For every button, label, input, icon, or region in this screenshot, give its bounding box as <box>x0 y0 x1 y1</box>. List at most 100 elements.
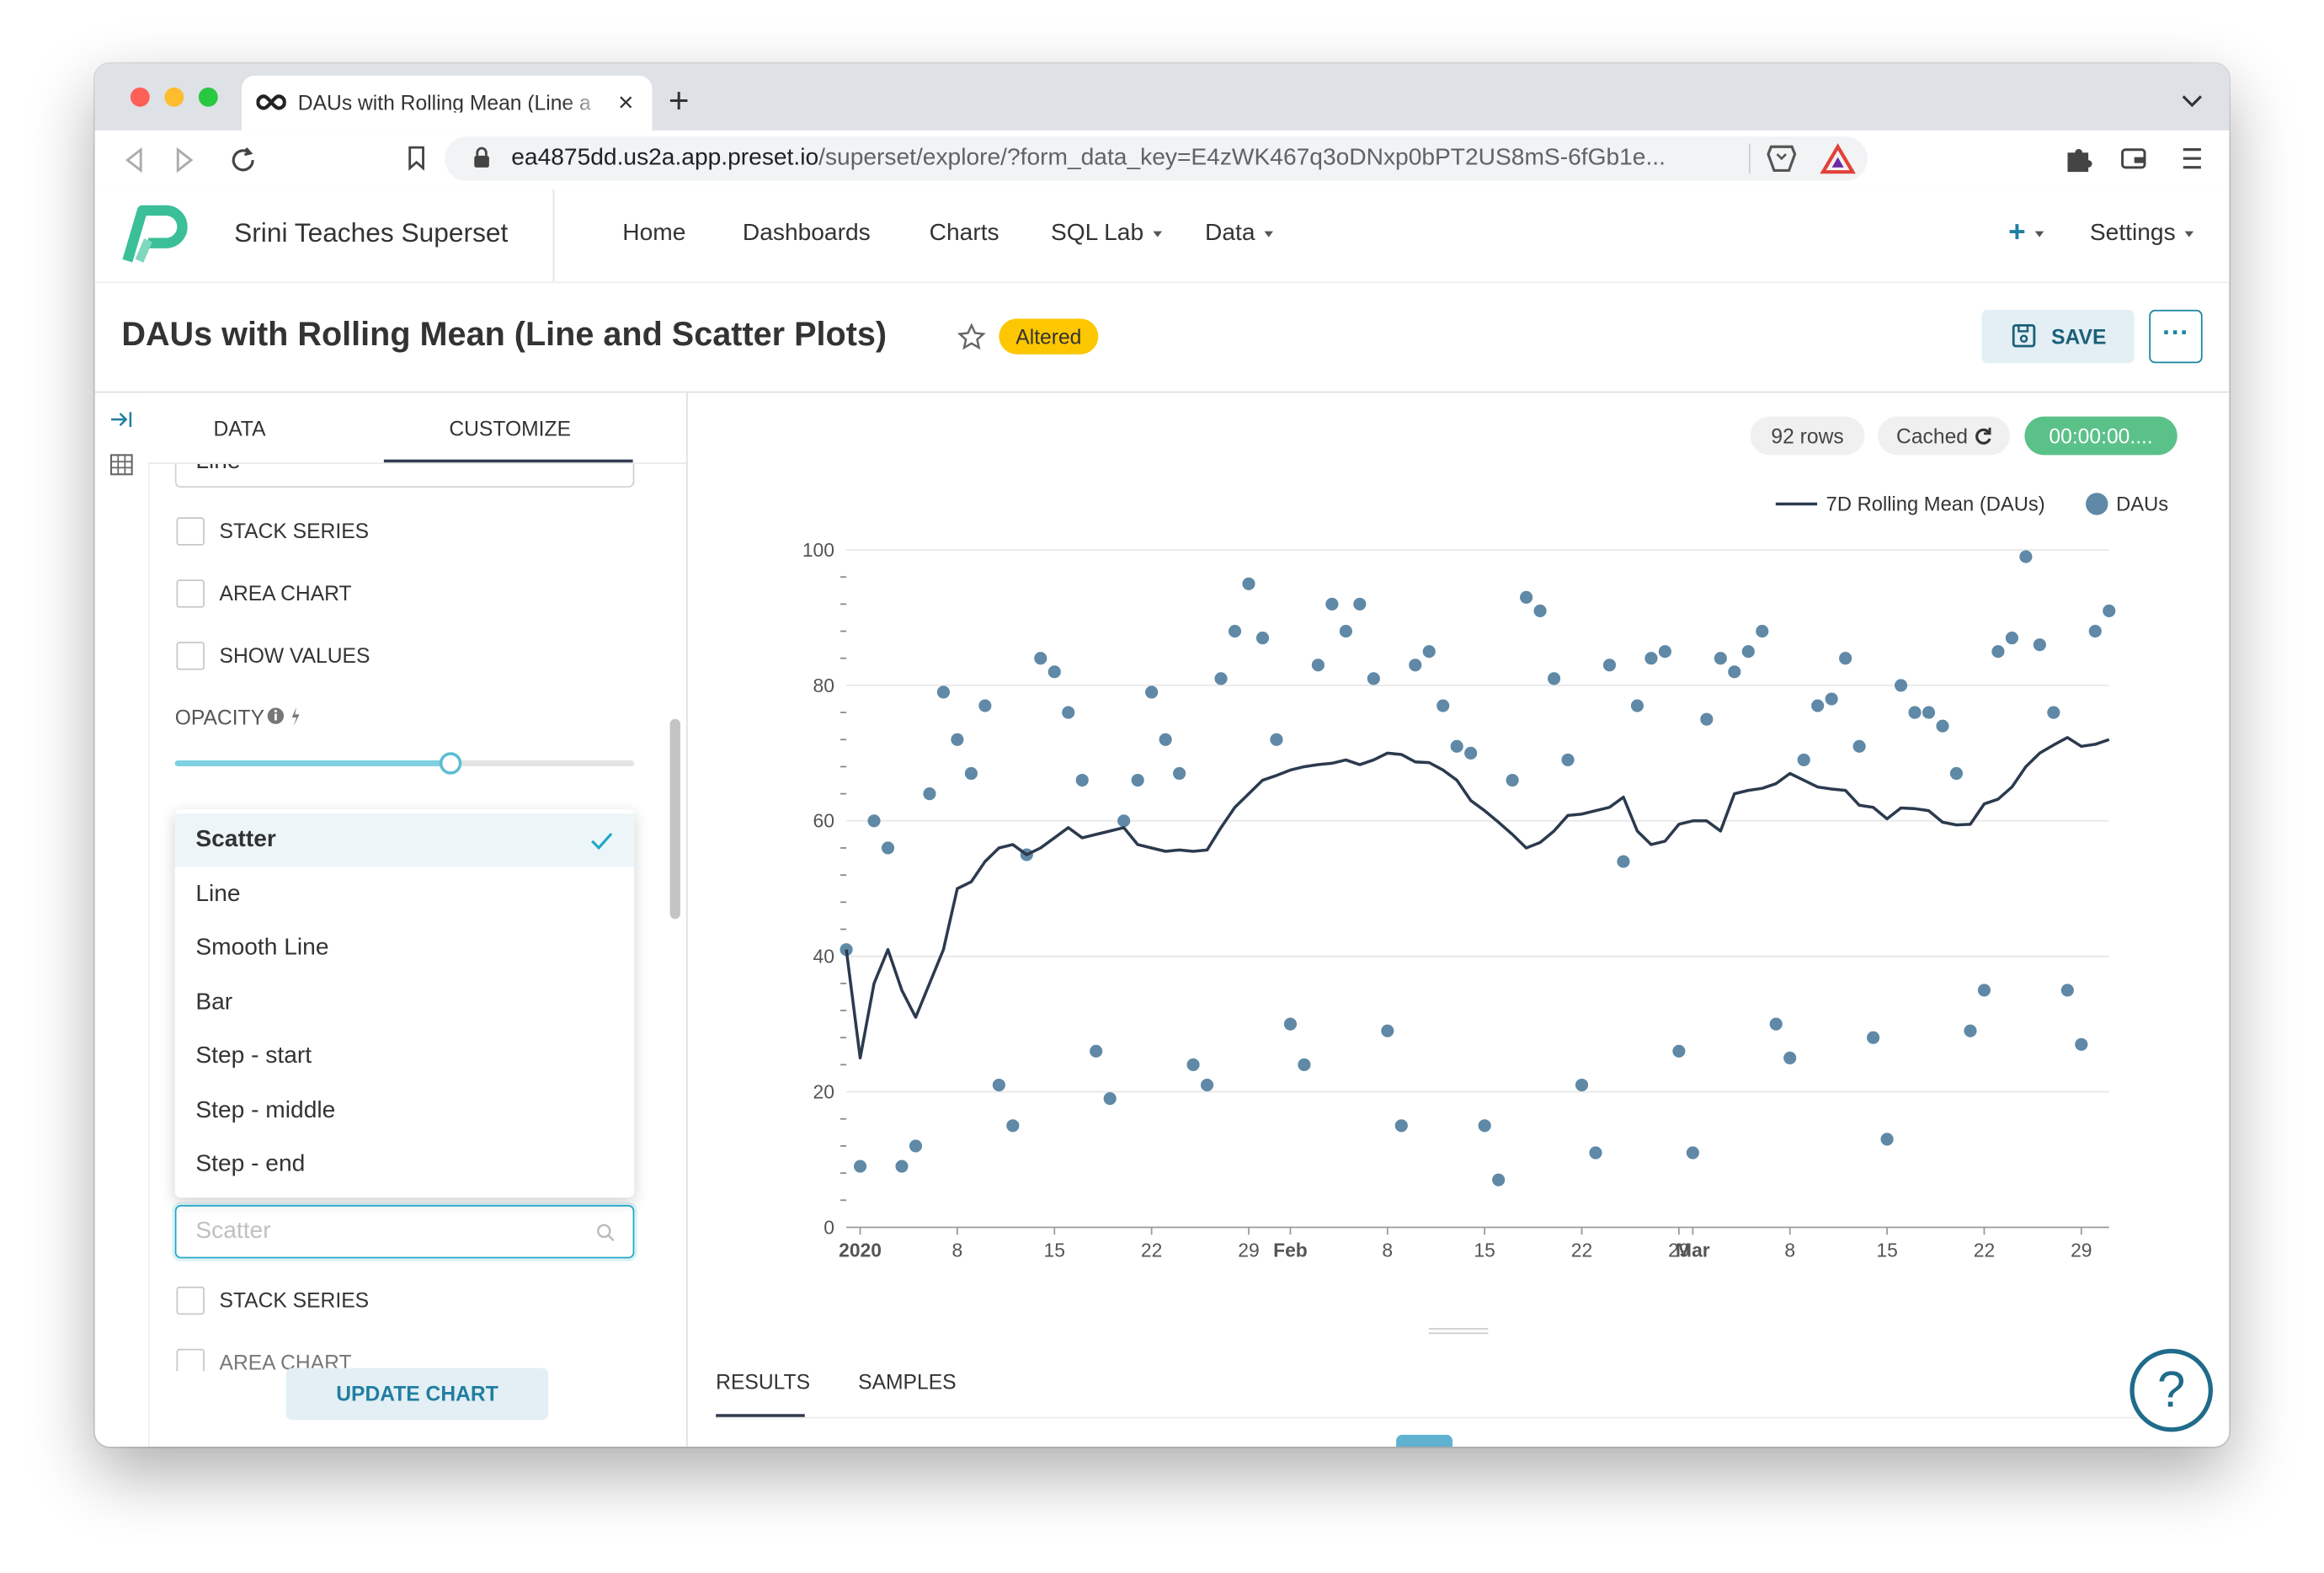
settings-menu[interactable]: Settings <box>2089 221 2193 247</box>
nav-item[interactable]: Charts <box>929 221 999 247</box>
scatter-point <box>951 733 964 746</box>
maximize-window[interactable] <box>198 87 218 107</box>
panel-tabs <box>148 392 686 464</box>
scatter-point <box>1630 699 1644 712</box>
option-label: Smooth Line <box>195 935 329 961</box>
x-tick-label: 8 <box>1382 1240 1393 1261</box>
cached-badge[interactable]: Cached <box>1878 416 2010 456</box>
checkbox[interactable] <box>176 642 205 670</box>
nav-buttons[interactable] <box>119 145 267 174</box>
panel-tab[interactable]: DATA <box>213 416 266 440</box>
new-menu[interactable]: + <box>2008 218 2044 248</box>
app-header <box>94 189 2230 284</box>
resize-handle[interactable] <box>1428 1328 1489 1330</box>
scatter-point <box>909 1139 923 1153</box>
new-tab[interactable]: + <box>668 81 690 122</box>
app-logo[interactable] <box>121 205 192 264</box>
url-host: ea4875dd.us2a.app.preset.io <box>511 147 819 171</box>
scatter-point <box>1658 645 1671 659</box>
scroll-nub[interactable] <box>1396 1434 1452 1447</box>
cached-label: Cached <box>1896 424 1969 448</box>
checkbox[interactable] <box>176 1286 205 1315</box>
scatter-point <box>1644 652 1658 665</box>
checkbox[interactable] <box>176 1348 205 1372</box>
help-button[interactable]: ? <box>2129 1348 2213 1432</box>
scatter-point <box>1367 672 1380 685</box>
panel-tab[interactable]: CUSTOMIZE <box>449 416 572 440</box>
checkbox[interactable] <box>176 579 205 608</box>
save-button[interactable] <box>1981 309 2135 364</box>
active-tab-indicator <box>716 1414 805 1419</box>
rail-icons[interactable] <box>109 409 133 480</box>
x-tick-label: 8 <box>1784 1240 1795 1261</box>
browser-actions[interactable] <box>2065 144 2207 173</box>
scatter-point <box>2047 706 2060 719</box>
separator <box>1749 143 1751 173</box>
scatter-point <box>1062 706 1075 719</box>
scatter-point <box>1437 699 1450 712</box>
y-tick-label: 0 <box>824 1216 834 1238</box>
dropdown-option[interactable]: Line <box>175 868 635 921</box>
save-label: SAVE <box>2051 324 2107 349</box>
samples-tab[interactable]: SAMPLES <box>858 1369 957 1394</box>
update-chart-button[interactable]: UPDATE CHART <box>285 1368 549 1421</box>
nav-label: Data <box>1205 221 1255 247</box>
nav-item[interactable]: Data <box>1205 221 1273 247</box>
tab-title: DAUs with Rolling Mean (Line a <box>297 92 591 113</box>
dropdown-option[interactable]: Step - middle <box>175 1085 635 1138</box>
chart-title[interactable]: DAUs with Rolling Mean (Line and Scatter… <box>121 315 887 353</box>
opacity-slider[interactable] <box>163 749 653 781</box>
scatter-point <box>964 766 978 781</box>
select-value: Line <box>195 462 240 474</box>
nav-item[interactable]: Dashboards <box>742 221 871 247</box>
scatter-point <box>881 841 895 855</box>
dropdown-option[interactable]: Scatter <box>174 813 635 867</box>
bookmark-icon[interactable] <box>408 145 425 171</box>
nav-item[interactable]: SQL Lab <box>1051 221 1161 246</box>
scatter-point <box>1686 1146 1699 1160</box>
scatter-point <box>1283 1017 1298 1031</box>
nav-item[interactable]: Home <box>622 221 686 247</box>
dropdown-option[interactable]: Smooth Line <box>175 922 635 975</box>
select-placeholder: Scatter <box>195 1218 271 1244</box>
scatter-point <box>1450 739 1463 753</box>
scatter-point <box>1103 1092 1117 1106</box>
checkbox[interactable] <box>176 517 205 546</box>
address-bar[interactable] <box>445 136 1868 181</box>
scatter-point <box>1034 652 1047 665</box>
option-label: Bar <box>195 989 233 1016</box>
x-tick-label: 15 <box>1044 1240 1065 1261</box>
scatter-point <box>2005 632 2018 645</box>
series-type-select[interactable] <box>174 1205 635 1259</box>
scatter-point <box>1075 773 1089 787</box>
scatter-point <box>1922 706 1936 719</box>
x-tick-label: Mar <box>1676 1240 1710 1261</box>
tab-close[interactable]: × <box>618 87 634 118</box>
minimize-window[interactable] <box>164 87 184 107</box>
scatter-point <box>1090 1044 1103 1058</box>
tab-menu[interactable] <box>2182 95 2203 109</box>
scatter-point <box>2075 1037 2088 1051</box>
nav-label: Settings <box>2089 221 2176 247</box>
info-icons[interactable] <box>267 706 302 728</box>
dropdown-option[interactable]: Step - start <box>175 1030 635 1083</box>
results-tab[interactable]: RESULTS <box>716 1369 811 1394</box>
x-tick-label: 2020 <box>839 1240 882 1261</box>
active-tab[interactable] <box>241 75 653 131</box>
favorite-star[interactable] <box>957 323 986 350</box>
altered-badge[interactable]: Altered <box>999 318 1099 355</box>
close-window[interactable] <box>130 87 150 107</box>
scatter-point <box>1173 766 1186 781</box>
y-tick-label: 60 <box>813 810 834 832</box>
dropdown-option[interactable]: Bar <box>175 977 635 1030</box>
y-tick-label: 40 <box>813 946 834 968</box>
partial-select[interactable]: Line <box>174 462 636 488</box>
scatter-point <box>1255 632 1270 645</box>
dropdown-menu <box>174 809 635 1198</box>
scrollbar[interactable] <box>669 718 680 920</box>
dropdown-option[interactable]: Step - end <box>175 1138 635 1192</box>
brave-icons[interactable] <box>1767 142 1856 175</box>
more-button[interactable]: ··· <box>2149 309 2203 364</box>
